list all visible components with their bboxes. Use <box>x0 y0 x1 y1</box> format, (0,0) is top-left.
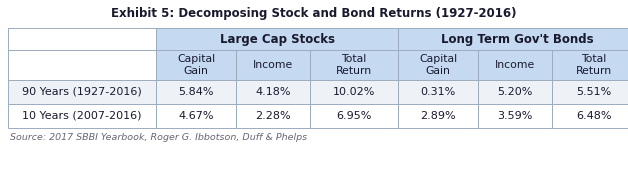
Text: Income: Income <box>253 60 293 70</box>
Text: 2.89%: 2.89% <box>420 111 456 121</box>
Bar <box>156 80 236 104</box>
Text: 0.31%: 0.31% <box>420 87 456 97</box>
Bar <box>478 80 552 104</box>
Text: 5.51%: 5.51% <box>577 87 612 97</box>
Bar <box>310 104 398 128</box>
Bar <box>236 104 310 128</box>
Text: Total
Return: Total Return <box>576 54 612 76</box>
Text: 2.28%: 2.28% <box>255 111 291 121</box>
Text: 5.84%: 5.84% <box>178 87 214 97</box>
Bar <box>156 28 398 50</box>
Bar <box>8 104 156 128</box>
Text: Source: 2017 SBBI Yearbook, Roger G. Ibbotson, Duff & Phelps: Source: 2017 SBBI Yearbook, Roger G. Ibb… <box>10 133 307 142</box>
Text: Total
Return: Total Return <box>336 54 372 76</box>
Bar <box>8 50 156 80</box>
Text: 3.59%: 3.59% <box>497 111 533 121</box>
Bar <box>8 28 156 50</box>
Text: 4.18%: 4.18% <box>255 87 291 97</box>
Text: 90 Years (1927-2016): 90 Years (1927-2016) <box>22 87 142 97</box>
Text: 4.67%: 4.67% <box>178 111 214 121</box>
Bar <box>478 104 552 128</box>
Bar <box>310 50 398 80</box>
Text: 6.48%: 6.48% <box>577 111 612 121</box>
Bar <box>398 50 478 80</box>
Text: Large Cap Stocks: Large Cap Stocks <box>220 32 335 45</box>
Text: 6.95%: 6.95% <box>337 111 372 121</box>
Bar <box>552 104 628 128</box>
Bar <box>310 80 398 104</box>
Text: Capital
Gain: Capital Gain <box>419 54 457 76</box>
Text: 10.02%: 10.02% <box>333 87 375 97</box>
Bar <box>8 80 156 104</box>
Bar <box>552 50 628 80</box>
Bar <box>398 28 628 50</box>
Text: Exhibit 5: Decomposing Stock and Bond Returns (1927-2016): Exhibit 5: Decomposing Stock and Bond Re… <box>111 6 517 19</box>
Text: Long Term Gov't Bonds: Long Term Gov't Bonds <box>441 32 593 45</box>
Bar <box>156 50 236 80</box>
Bar <box>236 80 310 104</box>
Text: Income: Income <box>495 60 535 70</box>
Bar <box>552 80 628 104</box>
Text: 5.20%: 5.20% <box>497 87 533 97</box>
Bar <box>236 50 310 80</box>
Bar <box>398 104 478 128</box>
Text: Capital
Gain: Capital Gain <box>177 54 215 76</box>
Bar <box>478 50 552 80</box>
Text: 10 Years (2007-2016): 10 Years (2007-2016) <box>22 111 142 121</box>
Bar <box>398 80 478 104</box>
Bar <box>156 104 236 128</box>
